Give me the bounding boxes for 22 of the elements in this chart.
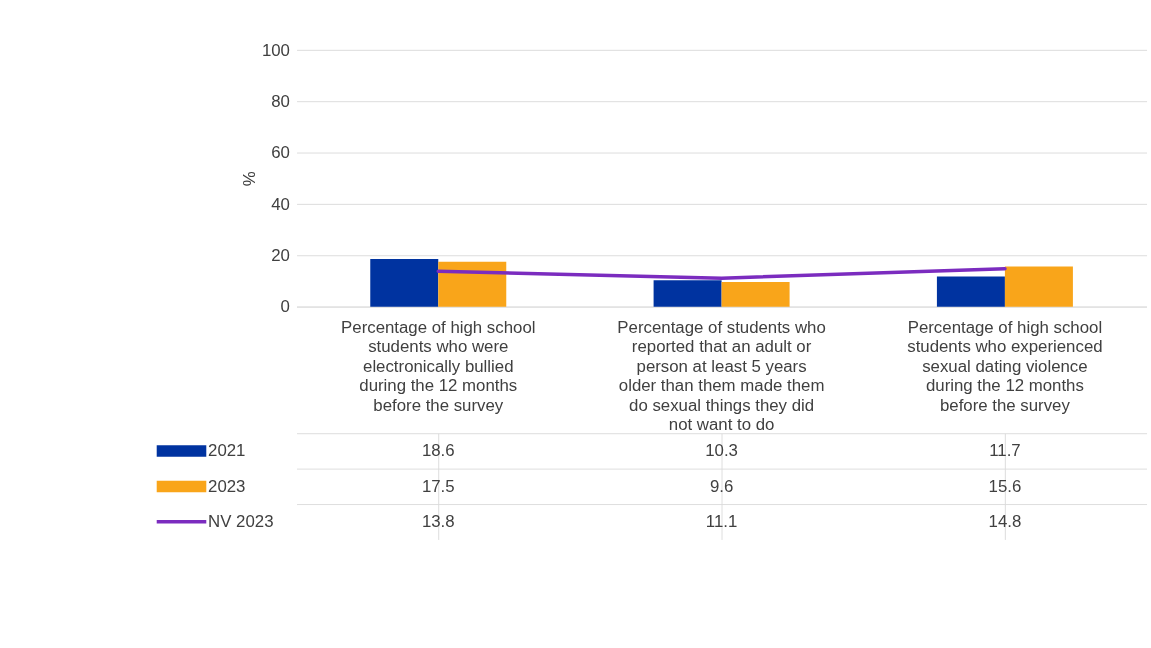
x-tick-label: Percentage of high school students who were electronically bullied during the 12 months before the survey — [341, 317, 536, 415]
y-tick-label: 80 — [271, 92, 290, 111]
legend-label: 2023 — [208, 476, 246, 496]
data-label: 9.6 — [709, 476, 734, 496]
data-label: 17.5 — [421, 476, 455, 496]
y-tick-label: 0 — [280, 297, 290, 317]
y-tick-label: 40 — [271, 194, 290, 214]
data-label: 15.6 — [988, 476, 1022, 496]
x-tick-label: Percentage of students who reported that an adult or person at least 5 years older than them made them do sexual things they did not want to do — [617, 317, 826, 435]
y-tick-label: 60 — [271, 143, 290, 163]
data-label: 11.1 — [705, 512, 738, 532]
x-tick-label: Percentage of high school students who experienced sexual dating violence during the 12 months before the survey — [907, 317, 1103, 415]
data-label: 11.7 — [989, 441, 1021, 461]
data-label: 13.8 — [421, 512, 455, 532]
y-tick-label: 100 — [261, 40, 290, 60]
legend-label: NV 2023 — [208, 512, 274, 532]
y-tick-label: 20 — [271, 246, 290, 266]
data-label: 14.8 — [988, 512, 1022, 532]
data-label: 10.3 — [705, 441, 738, 461]
y-axis-title: % — [239, 171, 259, 187]
legend-label: 2021 — [208, 441, 246, 461]
data-label: 18.6 — [421, 441, 455, 461]
